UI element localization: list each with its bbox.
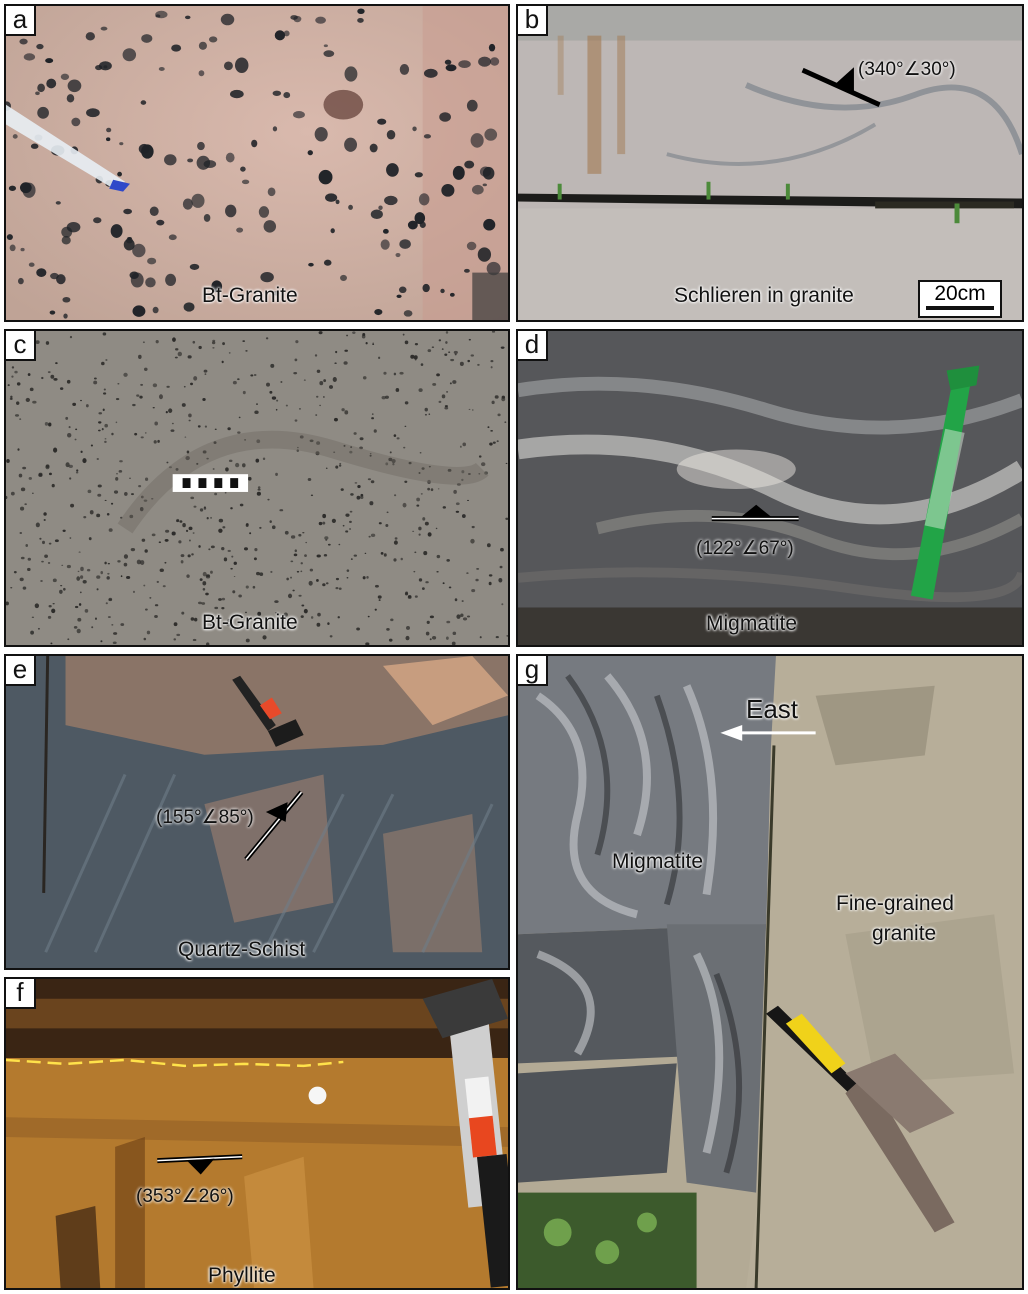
caption-f: Phyllite (208, 1264, 276, 1287)
measurement-b: (340°∠30°) (858, 59, 956, 80)
caption-g-migmatite: Migmatite (612, 850, 704, 873)
bt-granite-photo (6, 6, 508, 320)
photo-panel-g: g East Migmatite Fine-grained granite (516, 654, 1024, 1290)
photo-panel-b: b (340°∠30°) Schlieren in granite 20cm (516, 4, 1024, 322)
panel-label-f: f (6, 979, 36, 1009)
caption-d: Migmatite (706, 612, 798, 635)
panel-label-e: e (6, 656, 36, 686)
scale-bar-label: 20cm (934, 282, 986, 305)
caption-g-fine-grained: Fine-grained (836, 892, 954, 915)
panel-label-c: c (6, 331, 36, 361)
panel-label-a: a (6, 6, 36, 36)
photo-panel-e: e (155°∠85°) Quartz-Schist (4, 654, 510, 970)
quartz-schist-photo (6, 656, 508, 968)
photo-panel-c: c Bt-Granite (4, 329, 510, 647)
measurement-f: (353°∠26°) (136, 1186, 234, 1207)
measurement-d: (122°∠67°) (696, 538, 794, 559)
scale-bar-line (926, 306, 994, 310)
measurement-e: (155°∠85°) (156, 807, 254, 828)
panel-label-d: d (518, 331, 548, 361)
photo-panel-a: a Bt-Granite (4, 4, 510, 322)
direction-label-east: East (746, 694, 799, 724)
panel-label-b: b (518, 6, 548, 36)
photo-panel-d: d (122°∠67°) Migmatite (516, 329, 1024, 647)
scale-bar-b: 20cm (918, 280, 1002, 318)
caption-b: Schlieren in granite (674, 284, 854, 307)
migmatite-photo (518, 331, 1022, 645)
migmatite-granite-contact-photo (518, 656, 1022, 1288)
panel-label-g: g (518, 656, 548, 686)
caption-a: Bt-Granite (202, 284, 298, 307)
caption-c: Bt-Granite (202, 611, 298, 634)
photo-panel-f: f (353°∠26°) Phyllite (4, 977, 510, 1290)
phyllite-photo (6, 979, 508, 1288)
caption-g-granite: granite (872, 922, 937, 945)
schlieren-photo (518, 6, 1022, 320)
caption-e: Quartz-Schist (178, 938, 306, 961)
bt-granite-grey-photo (6, 331, 508, 645)
